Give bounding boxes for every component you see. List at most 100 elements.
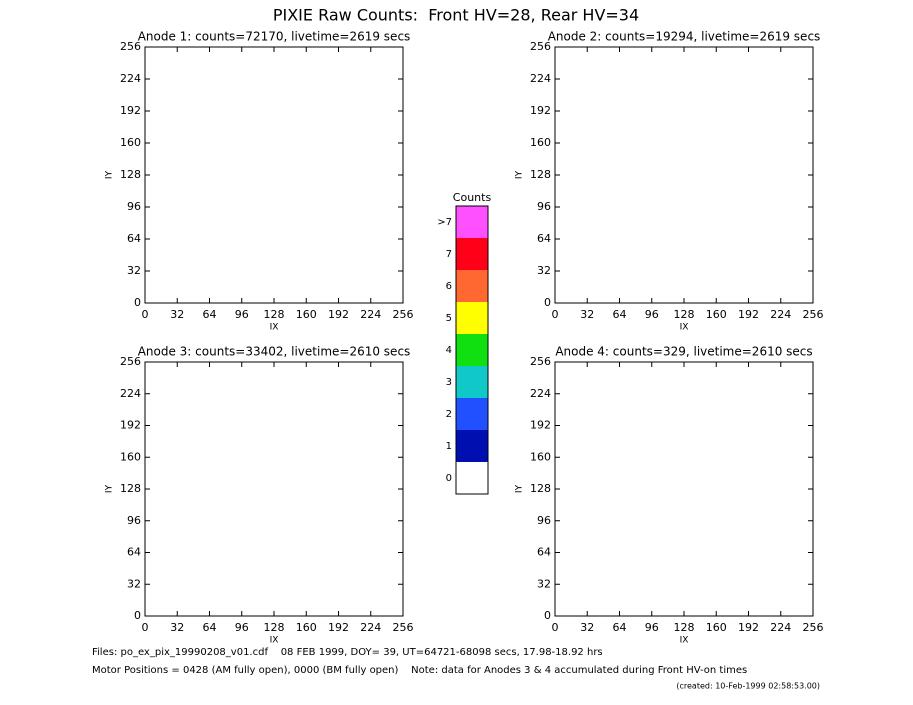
x-tick-label: 128 xyxy=(674,621,695,634)
colorbar-swatch xyxy=(456,334,488,366)
colorbar-label: 1 xyxy=(446,441,452,452)
x-axis-label: IX xyxy=(270,636,279,646)
colorbar-swatch xyxy=(456,302,488,334)
y-axis-label: IY xyxy=(105,170,115,179)
x-axis-label: IX xyxy=(680,323,689,333)
x-tick-label: 192 xyxy=(328,621,349,634)
x-tick-label: 224 xyxy=(360,308,381,321)
y-tick-label: 128 xyxy=(530,168,551,181)
y-tick-label: 0 xyxy=(544,609,551,622)
x-tick-label: 96 xyxy=(645,308,659,321)
y-tick-label: 224 xyxy=(530,387,551,400)
y-tick-label: 32 xyxy=(537,264,551,277)
y-tick-label: 224 xyxy=(120,72,141,85)
y-tick-label: 160 xyxy=(120,136,141,149)
y-tick-label: 0 xyxy=(134,296,141,309)
y-tick-label: 256 xyxy=(120,40,141,53)
y-tick-label: 64 xyxy=(537,232,551,245)
x-tick-label: 256 xyxy=(803,308,824,321)
panel-title: Anode 2: counts=19294, livetime=2619 sec… xyxy=(548,30,821,44)
x-tick-label: 0 xyxy=(142,308,149,321)
x-tick-label: 128 xyxy=(264,308,285,321)
y-tick-label: 96 xyxy=(537,514,551,527)
x-tick-label: 160 xyxy=(706,621,727,634)
colorbar-swatch xyxy=(456,238,488,270)
colorbar-swatch xyxy=(456,366,488,398)
y-tick-label: 256 xyxy=(530,355,551,368)
y-axis-label: IY xyxy=(515,170,525,179)
colorbar-frame xyxy=(455,205,489,495)
plot-frame xyxy=(144,46,404,304)
x-tick-label: 192 xyxy=(738,621,759,634)
colorbar-label: 0 xyxy=(446,473,452,484)
y-tick-label: 96 xyxy=(127,200,141,213)
panel-title: Anode 1: counts=72170, livetime=2619 sec… xyxy=(138,30,411,44)
x-tick-label: 192 xyxy=(328,308,349,321)
x-tick-label: 256 xyxy=(803,621,824,634)
y-tick-label: 0 xyxy=(544,296,551,309)
y-tick-label: 128 xyxy=(120,482,141,495)
x-tick-label: 96 xyxy=(645,621,659,634)
y-tick-label: 160 xyxy=(530,136,551,149)
y-axis-label: IY xyxy=(105,484,115,493)
x-tick-label: 224 xyxy=(360,621,381,634)
y-tick-label: 64 xyxy=(537,546,551,559)
y-tick-label: 0 xyxy=(134,609,141,622)
x-tick-label: 128 xyxy=(674,308,695,321)
y-tick-label: 160 xyxy=(530,450,551,463)
y-tick-label: 96 xyxy=(127,514,141,527)
x-axis-label: IX xyxy=(270,323,279,333)
y-tick-label: 32 xyxy=(127,577,141,590)
plot-frame xyxy=(554,361,814,617)
colorbar-label: 6 xyxy=(446,281,452,292)
colorbar-swatch xyxy=(456,206,488,238)
y-tick-label: 256 xyxy=(120,355,141,368)
x-tick-label: 64 xyxy=(203,621,217,634)
colorbar-swatch xyxy=(456,398,488,430)
y-tick-label: 224 xyxy=(530,72,551,85)
footer-line: Files: po_ex_pix_19990208_v01.cdf 08 FEB… xyxy=(92,647,603,658)
y-tick-label: 192 xyxy=(530,419,551,432)
x-tick-label: 160 xyxy=(296,621,317,634)
panel-title: Anode 4: counts=329, livetime=2610 secs xyxy=(555,345,812,359)
x-tick-label: 224 xyxy=(770,308,791,321)
y-tick-label: 64 xyxy=(127,546,141,559)
y-tick-label: 128 xyxy=(120,168,141,181)
y-tick-label: 160 xyxy=(120,450,141,463)
x-tick-label: 256 xyxy=(393,621,414,634)
x-tick-label: 256 xyxy=(393,308,414,321)
x-tick-label: 160 xyxy=(296,308,317,321)
plot-frame xyxy=(144,361,404,617)
x-tick-label: 32 xyxy=(170,308,184,321)
x-tick-label: 192 xyxy=(738,308,759,321)
x-tick-label: 0 xyxy=(552,621,559,634)
colorbar-label: >7 xyxy=(437,217,452,228)
y-tick-label: 128 xyxy=(530,482,551,495)
y-tick-label: 32 xyxy=(537,577,551,590)
colorbar-label: 2 xyxy=(446,409,452,420)
y-tick-label: 192 xyxy=(120,419,141,432)
y-tick-label: 192 xyxy=(120,104,141,117)
x-axis-label: IX xyxy=(680,636,689,646)
x-tick-label: 160 xyxy=(706,308,727,321)
y-tick-label: 192 xyxy=(530,104,551,117)
colorbar-swatch xyxy=(456,270,488,302)
x-tick-label: 64 xyxy=(613,308,627,321)
y-tick-label: 224 xyxy=(120,387,141,400)
y-tick-label: 96 xyxy=(537,200,551,213)
x-tick-label: 224 xyxy=(770,621,791,634)
x-tick-label: 128 xyxy=(264,621,285,634)
created-note: (created: 10-Feb-1999 02:58:53.00) xyxy=(676,682,820,691)
x-tick-label: 64 xyxy=(613,621,627,634)
x-tick-label: 0 xyxy=(142,621,149,634)
colorbar-swatch xyxy=(456,430,488,462)
y-axis-label: IY xyxy=(515,484,525,493)
panel-title: Anode 3: counts=33402, livetime=2610 sec… xyxy=(138,345,411,359)
colorbar-label: 7 xyxy=(446,249,452,260)
x-tick-label: 32 xyxy=(580,308,594,321)
y-tick-label: 64 xyxy=(127,232,141,245)
x-tick-label: 96 xyxy=(235,621,249,634)
y-tick-label: 256 xyxy=(530,40,551,53)
